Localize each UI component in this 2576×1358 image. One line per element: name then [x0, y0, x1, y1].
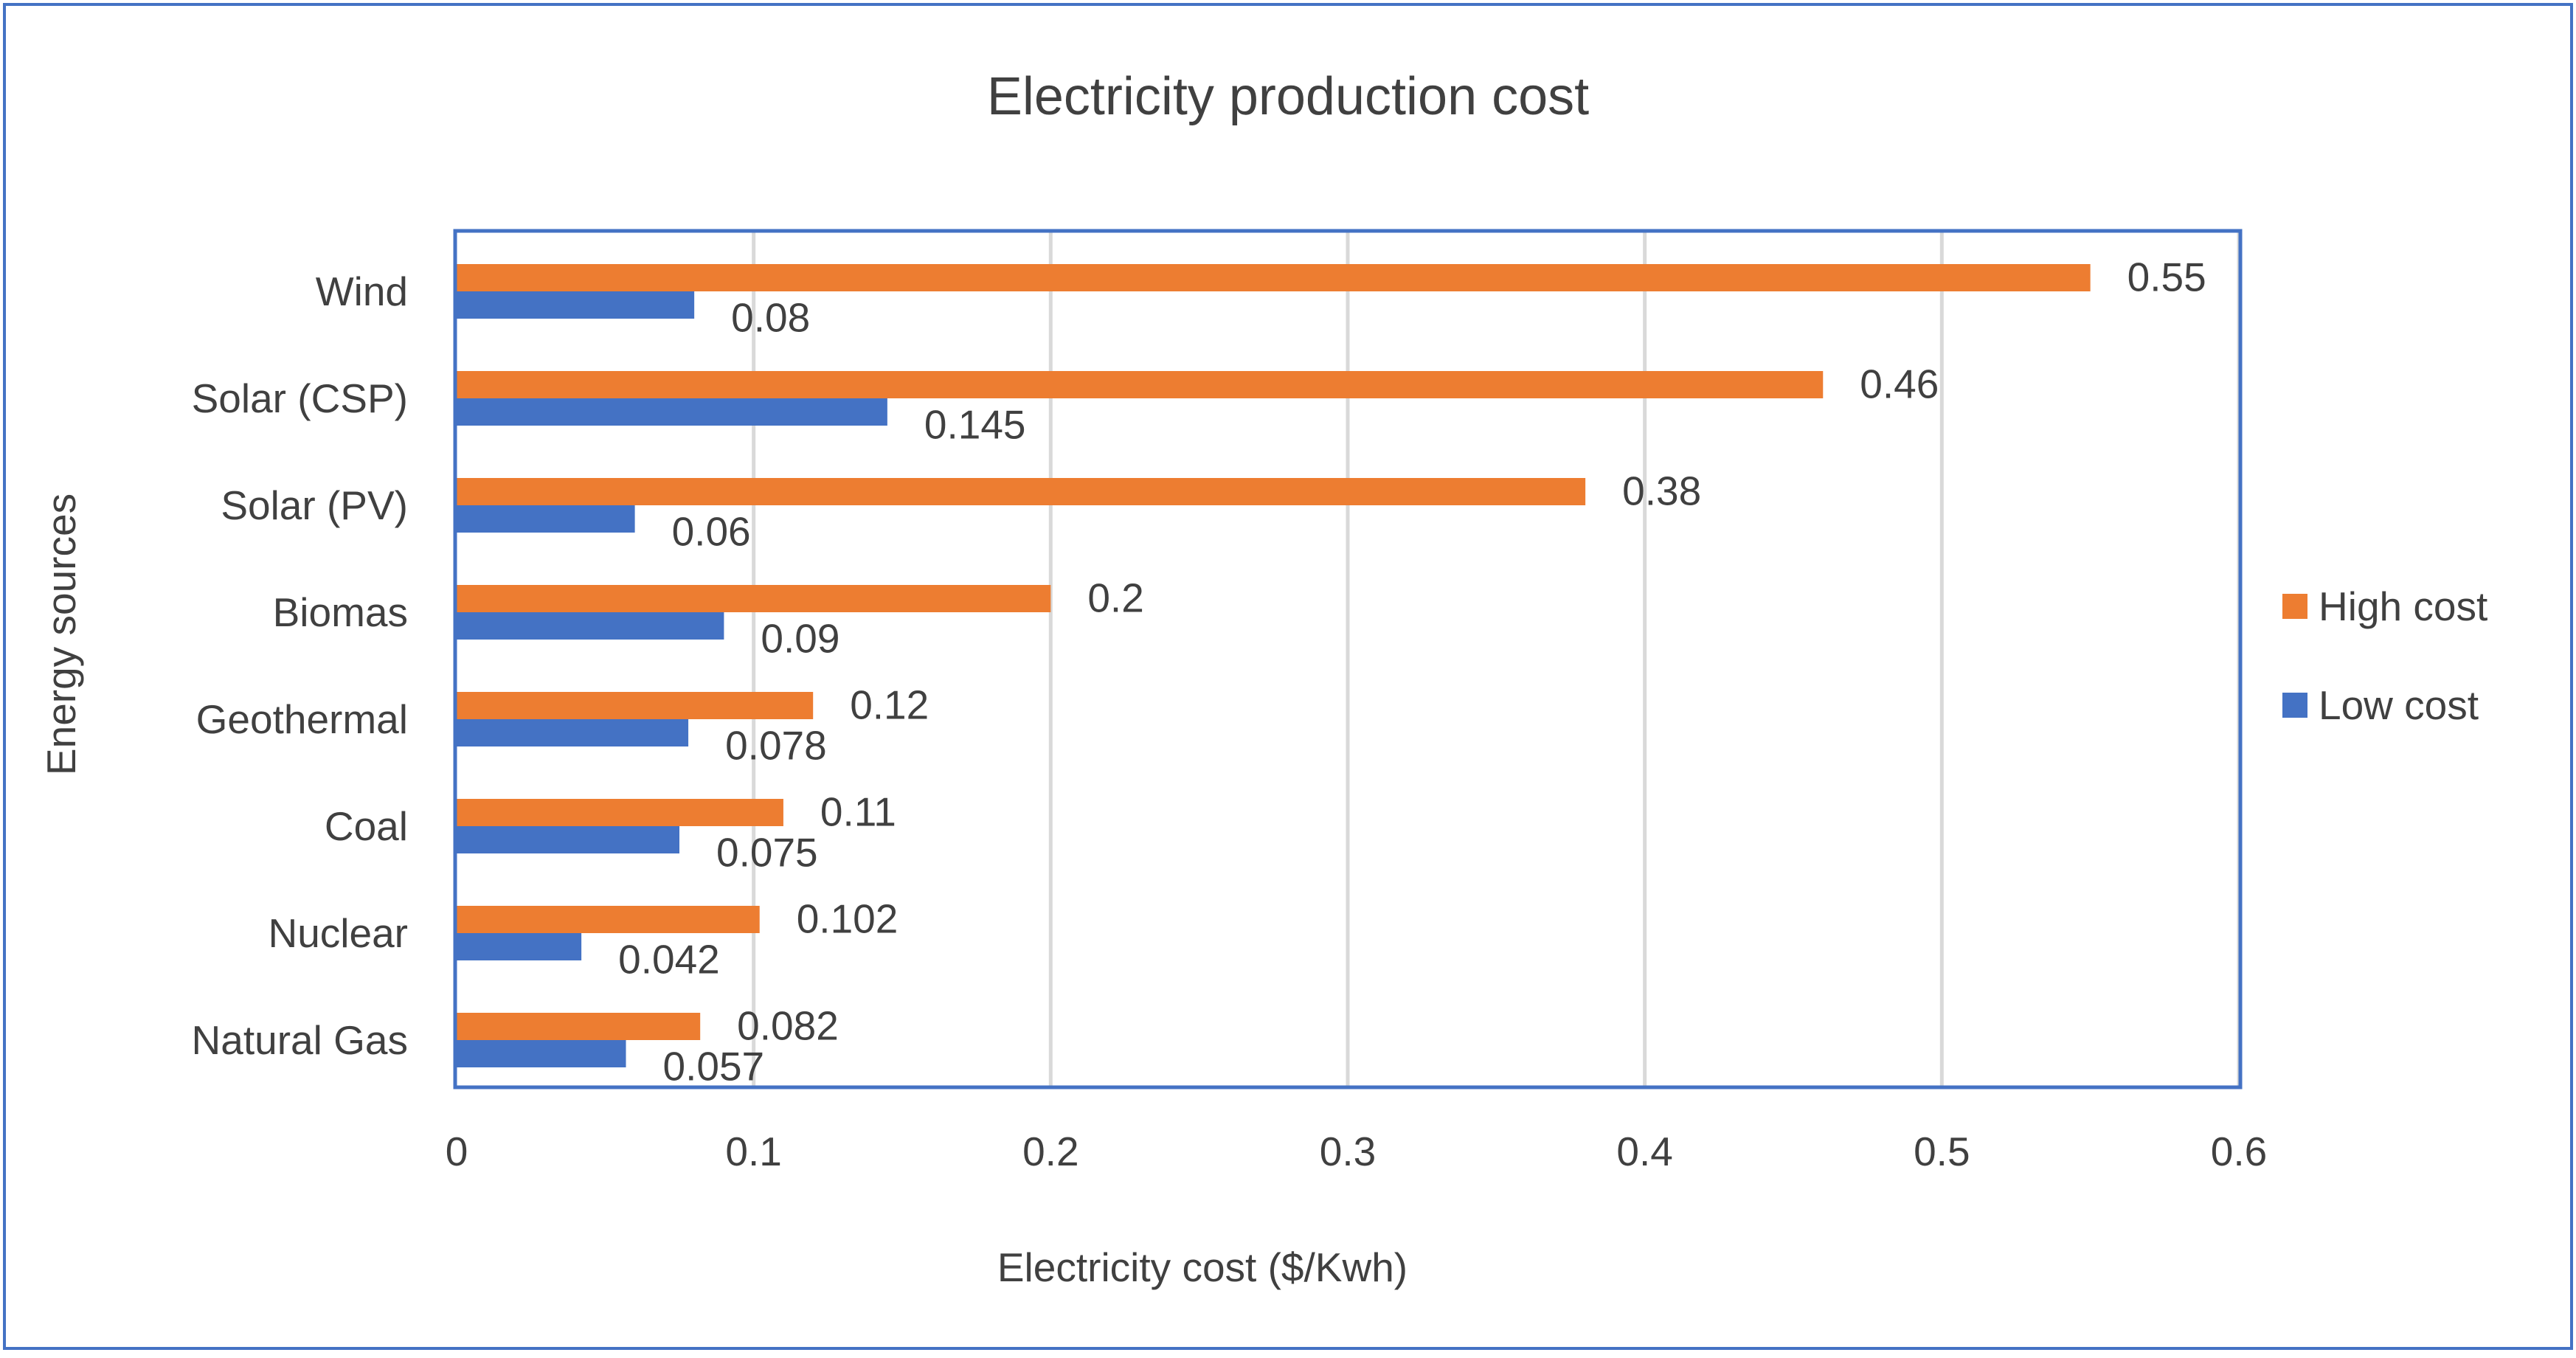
low-cost-bar — [457, 1040, 626, 1067]
x-tick-label: 0.1 — [725, 1129, 781, 1174]
low-cost-bar — [457, 826, 679, 853]
low-cost-value-label: 0.078 — [725, 723, 827, 769]
high-cost-value-label: 0.38 — [1622, 468, 1701, 514]
x-tick-label: 0.2 — [1022, 1129, 1078, 1174]
chart-title: Electricity production cost — [987, 67, 1589, 126]
low-cost-value-label: 0.057 — [663, 1044, 765, 1089]
x-tick-label: 0 — [446, 1129, 468, 1174]
high-cost-bar — [457, 799, 783, 826]
x-tick-label: 0.5 — [1914, 1129, 1970, 1174]
low-cost-value-label: 0.08 — [731, 295, 810, 341]
low-cost-value-label: 0.042 — [618, 937, 720, 983]
high-cost-bar — [457, 371, 1824, 398]
high-cost-bar — [457, 264, 2091, 291]
high-cost-value-label: 0.082 — [737, 1003, 839, 1049]
high-cost-value-label: 0.102 — [797, 896, 899, 942]
low-cost-bar — [457, 291, 695, 319]
category-label: Solar (PV) — [221, 482, 408, 528]
high-cost-bar — [457, 585, 1051, 612]
low-cost-value-label: 0.06 — [672, 509, 751, 555]
category-label: Biomas — [273, 589, 408, 635]
category-label: Geothermal — [196, 696, 408, 742]
high-cost-value-label: 0.55 — [2127, 254, 2206, 300]
category-label: Wind — [316, 269, 408, 314]
low-cost-bar — [457, 719, 689, 746]
x-tick-label: 0.3 — [1320, 1129, 1376, 1174]
low-cost-value-label: 0.09 — [761, 616, 839, 662]
high-cost-value-label: 0.11 — [820, 789, 896, 835]
low-cost-value-label: 0.145 — [924, 402, 1026, 448]
high-cost-value-label: 0.2 — [1087, 575, 1143, 621]
high-cost-value-label: 0.12 — [850, 682, 929, 728]
low-cost-value-label: 0.075 — [716, 830, 818, 876]
low-cost-bar — [457, 398, 887, 426]
chart-frame — [3, 3, 2573, 1350]
plot-area-border — [453, 229, 2243, 1089]
legend-label-high-cost: High cost — [2319, 583, 2487, 629]
category-axis-labels: Wind Solar (CSP) Solar (PV) Biomas Geotherma… — [192, 269, 408, 1063]
x-axis-title: Electricity cost ($/Kwh) — [997, 1244, 1408, 1290]
high-cost-bar — [457, 692, 814, 719]
high-cost-bar — [457, 478, 1586, 505]
x-tick-label: 0.6 — [2211, 1129, 2267, 1174]
data-labels: 0.55 0.08 0.46 0.145 0.38 0.06 0.2 0.090.12 0.07… — [618, 254, 2206, 1089]
value-axis-tick-labels: 0 0.1 0.2 0.3 0.4 0.5 0.6 — [446, 1129, 2268, 1174]
category-label: Natural Gas — [192, 1017, 408, 1063]
legend-label-low-cost: Low cost — [2319, 682, 2479, 728]
bars — [457, 264, 2091, 1067]
low-cost-bar — [457, 612, 724, 640]
legend-swatch-high-cost — [2282, 594, 2307, 619]
legend-swatch-low-cost — [2282, 693, 2307, 718]
high-cost-value-label: 0.46 — [1860, 361, 1939, 407]
category-label: Coal — [325, 803, 408, 849]
high-cost-bar — [457, 906, 760, 933]
low-cost-bar — [457, 505, 635, 533]
category-label: Nuclear — [268, 910, 408, 956]
x-tick-label: 0.4 — [1616, 1129, 1672, 1174]
low-cost-bar — [457, 933, 582, 960]
legend: High cost Low cost — [2282, 583, 2487, 728]
high-cost-bar — [457, 1013, 701, 1040]
category-label: Solar (CSP) — [192, 375, 408, 421]
y-axis-title: Energy sources — [38, 493, 84, 775]
